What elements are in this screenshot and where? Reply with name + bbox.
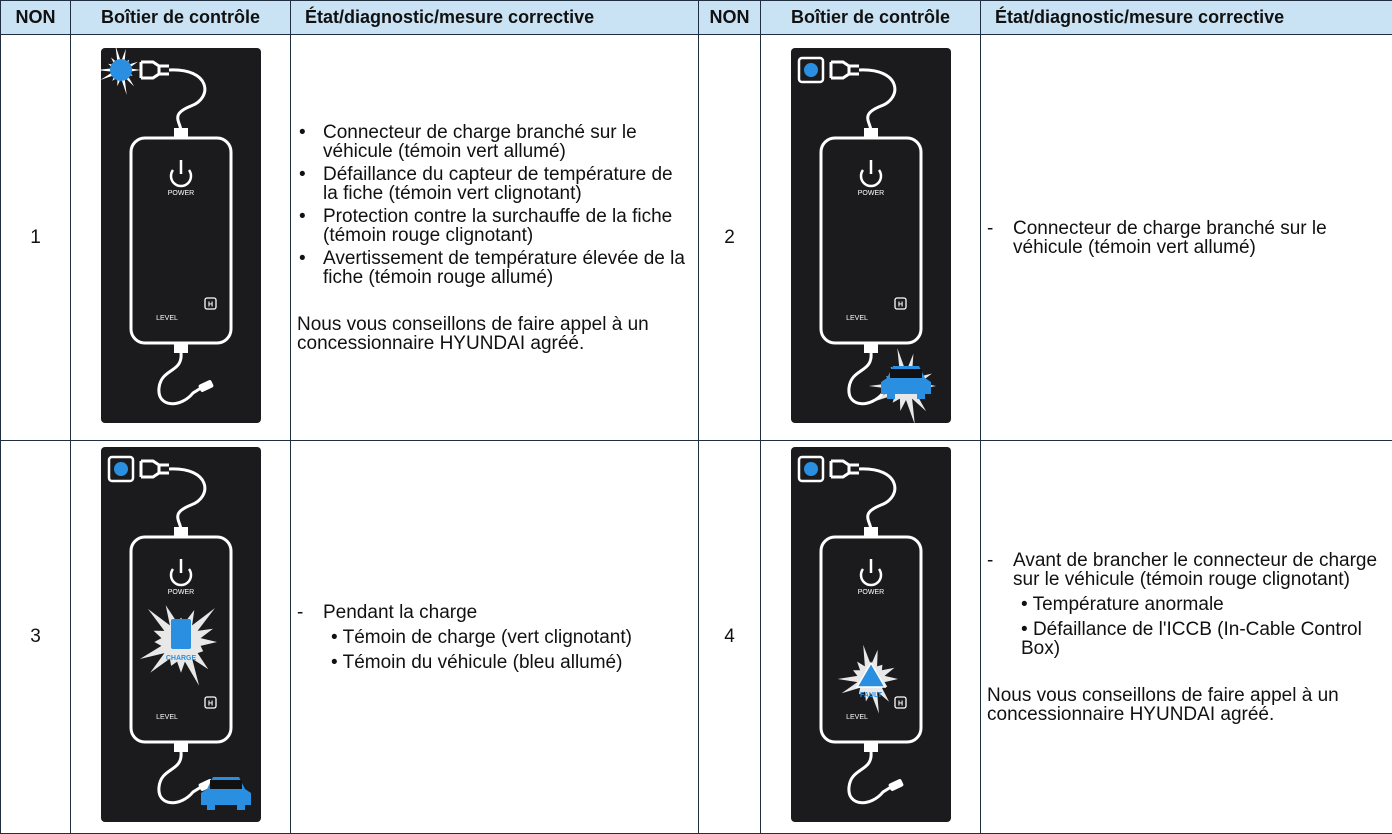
sub-item: Témoin de charge (vert clignotant) (297, 628, 692, 647)
connector (174, 343, 188, 353)
number-cell: 4 (699, 441, 761, 834)
header-cell: NON (1, 1, 71, 35)
row: 3 POWER CHARGE H LEVEL Pendant la charge Témoi… (1, 441, 1392, 834)
car-window (890, 369, 922, 378)
text-cell: Pendant la charge Témoin de charge (vert … (291, 441, 699, 834)
bullet-item: Défaillance du capteur de température de… (297, 165, 692, 203)
connector (174, 742, 188, 752)
control-box: POWER H LEVEL (101, 48, 261, 423)
control-box: POWER FAULT H LEVEL (791, 447, 951, 822)
connector (864, 343, 878, 353)
h-label: H (207, 701, 212, 708)
level-label: LEVEL (846, 714, 868, 721)
sub-list: Température anormale Défaillance de l'ICC… (987, 595, 1386, 658)
sub-item: Défaillance de l'ICCB (In-Cable Control … (987, 620, 1386, 658)
header-cell: NON (699, 1, 761, 35)
sub-item: Témoin du véhicule (bleu allumé) (297, 653, 692, 672)
battery (171, 619, 191, 649)
box-bg (791, 48, 951, 423)
device-cell: POWER CHARGE H LEVEL (71, 441, 291, 834)
header-cell: Boîtier de contrôle (761, 1, 981, 35)
indicator (804, 462, 818, 476)
level-label: LEVEL (156, 714, 178, 721)
sub-list: Témoin de charge (vert clignotant) Témoin… (297, 628, 692, 672)
bullet-item: Avertissement de température élevée de l… (297, 249, 692, 287)
text-cell: Avant de brancher le connecteur de charg… (981, 441, 1392, 834)
car-window (210, 780, 242, 789)
fault-label: FAULT (859, 692, 882, 699)
bullet-item: Protection contre la surchauffe de la fi… (297, 207, 692, 245)
power-label: POWER (857, 190, 883, 197)
note: Nous vous conseillons de faire appel à u… (297, 315, 692, 353)
dash-item: Avant de brancher le connecteur de charg… (987, 551, 1386, 589)
row: 1 POWER H LEVEL Connecteur de charge branché… (1, 35, 1392, 441)
number-cell: 1 (1, 35, 71, 441)
h-label: H (897, 301, 902, 308)
header-cell: Boîtier de contrôle (71, 1, 291, 35)
h-label: H (207, 301, 212, 308)
power-label: POWER (167, 190, 193, 197)
control-box: POWER H LEVEL (791, 48, 951, 423)
device-cell: POWER H LEVEL (71, 35, 291, 441)
charge-label: CHARGE (165, 655, 196, 662)
power-label: POWER (857, 589, 883, 596)
device-cell: POWER H LEVEL (761, 35, 981, 441)
device-cell: POWER FAULT H LEVEL (761, 441, 981, 834)
header-row: NON Boîtier de contrôle État/diagnostic/… (1, 1, 1392, 35)
sub-item: Température anormale (987, 595, 1386, 614)
level-label: LEVEL (156, 315, 178, 322)
control-box: POWER CHARGE H LEVEL (101, 447, 261, 822)
text-cell: Connecteur de charge branché sur le véhi… (291, 35, 699, 441)
dash-item: Connecteur de charge branché sur le véhi… (987, 219, 1386, 257)
box-bg (791, 447, 951, 822)
table-body: 1 POWER H LEVEL Connecteur de charge branché… (1, 35, 1392, 834)
indicator (804, 63, 818, 77)
number-cell: 2 (699, 35, 761, 441)
power-label: POWER (167, 589, 193, 596)
number-cell: 3 (1, 441, 71, 834)
bullet-item: Connecteur de charge branché sur le véhi… (297, 123, 692, 161)
level-label: LEVEL (846, 315, 868, 322)
header-cell: État/diagnostic/mesure corrective (981, 1, 1392, 35)
indicator (110, 59, 132, 81)
note: Nous vous conseillons de faire appel à u… (987, 686, 1386, 724)
connector (864, 742, 878, 752)
h-label: H (897, 701, 902, 708)
header-cell: État/diagnostic/mesure corrective (291, 1, 699, 35)
box-bg (101, 48, 261, 423)
indicator (114, 462, 128, 476)
bullet-list: Connecteur de charge branché sur le véhi… (297, 123, 692, 287)
dash-item: Pendant la charge (297, 603, 692, 622)
text-cell: Connecteur de charge branché sur le véhi… (981, 35, 1392, 441)
